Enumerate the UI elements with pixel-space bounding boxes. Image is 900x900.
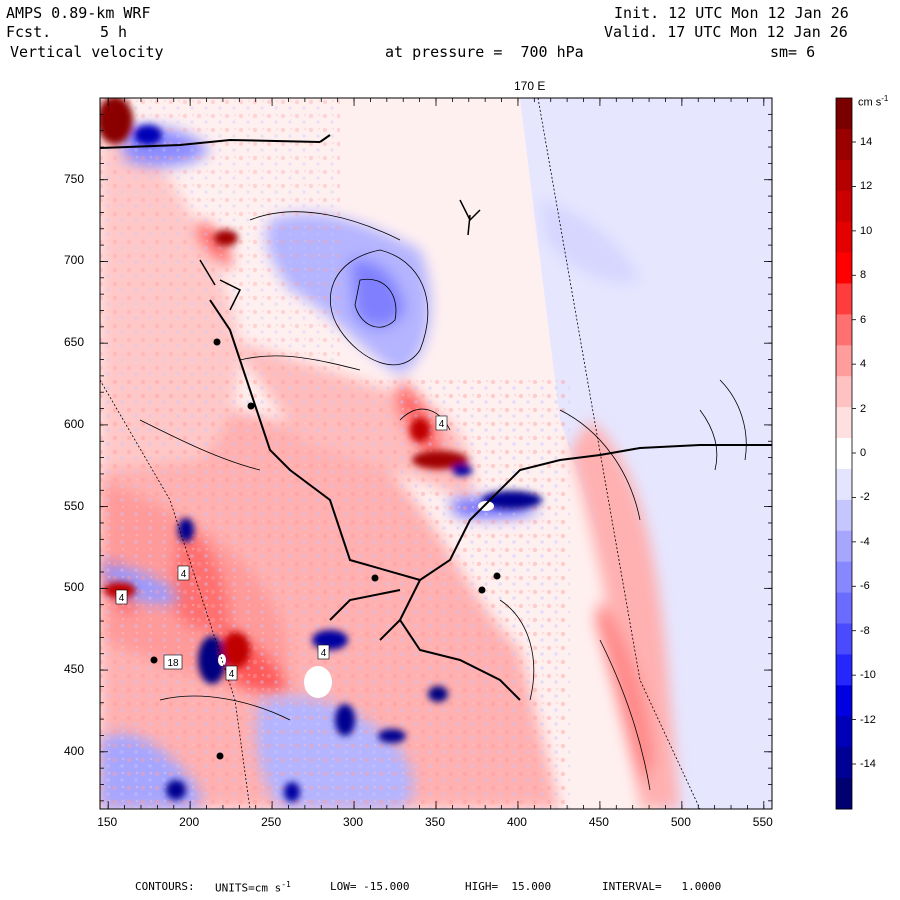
- y-tick-label: 650: [64, 335, 85, 350]
- svg-text:4: 4: [119, 593, 125, 604]
- footer-high: HIGH= 15.000: [465, 880, 552, 893]
- svg-text:4: 4: [181, 569, 187, 580]
- footer-low: LOW= -15.000: [330, 880, 410, 893]
- meridian-170e-line: [537, 98, 701, 809]
- x-tick-label: 550: [752, 815, 773, 829]
- vertical-velocity-field: [100, 98, 772, 809]
- station-labels: 4 4 4 4 4 18: [115, 415, 448, 681]
- station-label: 4: [177, 565, 190, 581]
- x-tick-label: 450: [588, 815, 609, 829]
- x-tick-label: 250: [261, 815, 282, 829]
- footer-interval: INTERVAL= 1.0000: [602, 880, 722, 893]
- svg-text:4: 4: [229, 669, 235, 680]
- colorbar-level-label: -6: [860, 580, 870, 593]
- y-tick-label: 450: [64, 662, 85, 677]
- station-markers: [150, 338, 501, 760]
- coastline: [100, 134, 772, 701]
- colorbar-swatch: [836, 468, 852, 501]
- x-tick-label: 400: [506, 815, 527, 829]
- colorbar-level-label: -12: [860, 713, 876, 726]
- colorbar-level-label: -10: [860, 669, 876, 682]
- colorbar-swatch: [836, 128, 852, 161]
- colorbar-swatch: [836, 376, 852, 408]
- colorbar-units: cm s-1: [858, 94, 889, 109]
- colorbar-swatch: [836, 561, 852, 594]
- x-tick-label: 150: [97, 815, 118, 829]
- x-tick-label: 350: [425, 815, 446, 829]
- model-title: AMPS 0.89-km WRF: [6, 4, 151, 22]
- colorbar-level-label: 14: [860, 136, 873, 148]
- colorbar-swatch: [836, 345, 852, 377]
- colorbar-swatch: [836, 407, 852, 439]
- colorbar-level-label: -8: [860, 624, 870, 637]
- colorbar-level-label: 2: [860, 402, 867, 415]
- colorbar-level-label: 6: [860, 313, 867, 326]
- x-tick-label: 300: [343, 815, 364, 829]
- colorbar-frame: [835, 97, 853, 810]
- y-tick-label: 600: [64, 416, 85, 431]
- colorbar-swatch: [836, 623, 852, 655]
- y-tick-label: 400: [64, 743, 85, 758]
- colorbar-level-label: -4: [860, 535, 870, 548]
- colorbar-swatch: [836, 530, 852, 563]
- valid-time: Valid. 17 UTC Mon 12 Jan 26: [604, 23, 848, 41]
- x-tick-label: 200: [179, 815, 200, 829]
- colorbar: [836, 98, 856, 810]
- colorbar-level-label: 10: [860, 224, 873, 237]
- station-label: 4: [435, 415, 448, 431]
- colorbar-swatch: [836, 252, 852, 284]
- pressure-level: at pressure = 700 hPa: [385, 43, 584, 61]
- svg-text:4: 4: [321, 648, 327, 659]
- colorbar-swatch: [836, 685, 852, 717]
- colorbar-swatch: [836, 283, 852, 315]
- station-label: 18: [163, 654, 183, 670]
- colorbar-level-label: -14: [860, 758, 876, 770]
- forecast-label: Fcst.: [6, 23, 52, 41]
- footer-units: UNITS=cm s-1: [215, 880, 291, 895]
- colorbar-swatch: [836, 654, 852, 686]
- meridian-label: 170 E: [514, 79, 546, 93]
- colorbar-swatch: [836, 159, 852, 192]
- colorbar-level-label: 8: [860, 269, 867, 282]
- colorbar-swatch: [836, 314, 852, 346]
- colorbar-swatch: [836, 716, 852, 748]
- colorbar-swatch: [836, 438, 852, 470]
- axis-ticks: [100, 97, 772, 809]
- colorbar-swatch: [836, 747, 852, 779]
- station-label: 4: [115, 589, 128, 605]
- svg-text:18: 18: [167, 658, 179, 669]
- svg-text:4: 4: [439, 419, 445, 430]
- smoothing-value: sm= 6: [770, 43, 816, 61]
- station-label: 4: [317, 644, 330, 660]
- y-tick-label: 500: [64, 580, 85, 595]
- station-label: 4: [225, 665, 238, 681]
- colorbar-level-label: -2: [860, 491, 870, 504]
- colorbar-level-label: 12: [860, 180, 873, 193]
- init-time: Init. 12 UTC Mon 12 Jan 26: [614, 4, 849, 22]
- y-tick-label: 750: [64, 171, 85, 186]
- footer-contours: CONTOURS:: [135, 880, 195, 893]
- x-tick-label: 500: [670, 815, 691, 829]
- colorbar-swatch: [836, 221, 852, 254]
- colorbar-swatch: [836, 98, 852, 130]
- colorbar-level-label: 4: [860, 358, 867, 371]
- colorbar-swatch: [836, 778, 852, 810]
- field-name: Vertical velocity: [10, 43, 164, 61]
- colorbar-swatch: [836, 190, 852, 223]
- saturated-spots: [218, 501, 494, 698]
- colorbar-swatch: [836, 499, 852, 532]
- y-tick-label: 700: [64, 253, 85, 268]
- forecast-hours: 5 h: [100, 23, 128, 41]
- colorbar-swatch: [836, 592, 852, 625]
- colorbar-level-label: 0: [860, 447, 867, 459]
- meridian-west-line: [100, 379, 251, 809]
- y-tick-label: 550: [64, 498, 85, 513]
